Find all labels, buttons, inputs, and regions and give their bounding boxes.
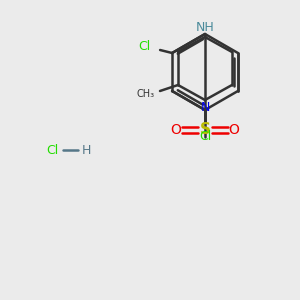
Text: Cl: Cl — [46, 143, 58, 157]
Text: S: S — [200, 122, 211, 137]
Text: NH: NH — [196, 21, 214, 34]
Text: CH₃: CH₃ — [137, 89, 155, 99]
Text: N: N — [200, 101, 210, 114]
Text: Cl: Cl — [138, 40, 150, 52]
Text: Cl: Cl — [199, 130, 211, 143]
Text: O: O — [171, 123, 182, 137]
Text: H: H — [81, 143, 91, 157]
Text: O: O — [229, 123, 239, 137]
